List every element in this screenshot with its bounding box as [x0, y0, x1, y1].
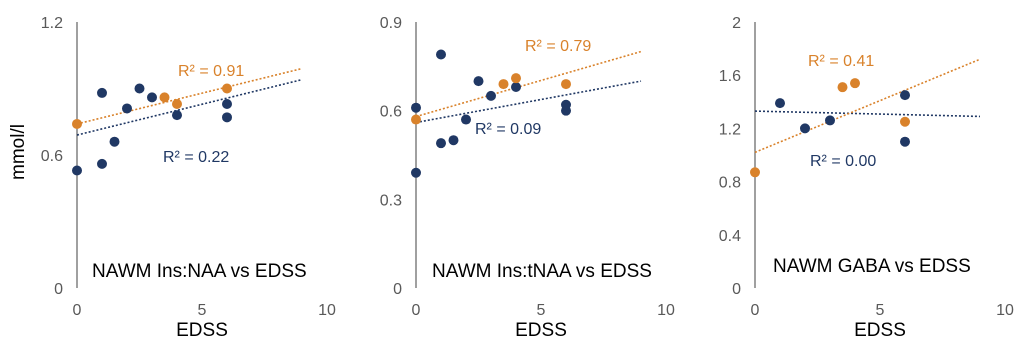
- data-point-navy: [486, 90, 496, 101]
- data-point-navy: [448, 135, 459, 146]
- y-tick-label: 1.2: [41, 15, 63, 32]
- y-tick-label: 0.9: [380, 15, 402, 32]
- chart-title: NAWM Ins:NAA vs EDSS: [92, 261, 307, 282]
- data-point-navy: [900, 136, 910, 147]
- data-point-navy: [411, 167, 421, 178]
- data-point-orange: [172, 99, 182, 110]
- y-tick-label: 0: [393, 281, 402, 298]
- y-tick-label: 0: [732, 281, 741, 298]
- r2-label-orange: R² = 0.91: [178, 63, 244, 80]
- x-tick-label: 10: [996, 302, 1014, 319]
- data-point-orange: [900, 116, 910, 127]
- x-tick-label: 0: [751, 302, 760, 319]
- data-point-navy: [109, 136, 120, 147]
- chart-title: NAWM Ins:tNAA vs EDSS: [432, 261, 652, 282]
- data-point-navy: [561, 105, 571, 116]
- chart-panel-gaba: 0 0.4 0.8 1.2 1.6 2 0 5 10 NAWM GABA vs EDSS EDS…: [719, 15, 1014, 341]
- panel-3-marks: 0 0.4 0.8 1.2 1.6 2 0 5 10: [719, 15, 1014, 319]
- chart-panel-ins-tnaa: 0 0.3 0.6 0.9 0 5 10 NAWM Ins:tNAA vs EDSS EDS…: [380, 15, 675, 341]
- data-point-navy: [134, 83, 145, 94]
- y-tick-label: 0.4: [719, 228, 741, 245]
- data-point-navy: [900, 90, 910, 101]
- trendline-navy: [754, 110, 981, 118]
- trendline-orange: [415, 50, 642, 118]
- trendline-navy: [415, 80, 642, 124]
- y-tick-label: 0.6: [380, 104, 402, 121]
- data-point-navy: [461, 114, 471, 125]
- r2-label-navy: R² = 0.00: [810, 153, 876, 170]
- y-tick-label: 0: [54, 281, 63, 298]
- data-point-navy: [473, 76, 484, 87]
- y-tick-label: 0.6: [41, 148, 63, 165]
- data-point-orange: [159, 92, 170, 103]
- data-point-navy: [825, 115, 835, 126]
- data-point-orange: [850, 78, 860, 89]
- data-point-navy: [222, 99, 232, 110]
- data-point-navy: [800, 123, 810, 134]
- trendline-orange: [76, 67, 303, 125]
- data-point-navy: [97, 158, 107, 169]
- x-tick-label: 5: [876, 302, 885, 319]
- x-tick-label: 10: [657, 302, 675, 319]
- y-tick-label: 1.2: [719, 121, 741, 138]
- y-tick-label: 0.8: [719, 175, 741, 192]
- data-point-navy: [222, 112, 232, 123]
- data-point-orange: [411, 114, 421, 125]
- data-point-orange: [511, 73, 521, 84]
- r2-label-navy: R² = 0.09: [475, 121, 541, 138]
- y-axis-label: mmol/l: [8, 124, 29, 180]
- r2-label-orange: R² = 0.79: [525, 38, 591, 55]
- chart-panel-ins-naa: 00.61.20 5 10 mmol/l NAWM Ins:NAA vs EDSS …: [8, 15, 336, 341]
- x-tick-label: 5: [198, 302, 207, 319]
- r2-label-navy: R² = 0.22: [163, 149, 229, 166]
- x-tick-label: 0: [73, 302, 82, 319]
- panel-1-marks: 0 0.6 1.2 0 5 10: [41, 15, 336, 319]
- data-point-orange: [498, 79, 509, 90]
- data-point-navy: [97, 87, 107, 98]
- data-point-navy: [122, 103, 132, 114]
- data-point-orange: [72, 118, 82, 129]
- panel-2-marks: 0 0.3 0.6 0.9 0 5 10: [380, 15, 675, 319]
- data-point-orange: [561, 79, 571, 90]
- data-point-navy: [411, 102, 421, 113]
- y-tick-label: 1.6: [719, 68, 741, 85]
- r2-label-orange: R² = 0.41: [808, 53, 874, 70]
- y-tick-label: 2: [732, 15, 741, 32]
- x-axis-label: EDSS: [515, 320, 567, 341]
- data-point-navy: [147, 92, 157, 103]
- x-axis-label: EDSS: [176, 320, 228, 341]
- chart-title: NAWM GABA vs EDSS: [773, 256, 971, 277]
- y-tick-label: 0.3: [380, 192, 402, 209]
- data-point-navy: [436, 49, 446, 60]
- data-point-navy: [172, 110, 182, 121]
- trendline-orange: [754, 58, 981, 154]
- x-tick-label: 10: [318, 302, 336, 319]
- data-point-navy: [511, 82, 521, 93]
- x-tick-label: 5: [537, 302, 546, 319]
- data-point-orange: [222, 83, 232, 94]
- x-axis-label: EDSS: [854, 320, 906, 341]
- data-point-orange: [750, 167, 760, 178]
- x-tick-label: 0: [412, 302, 421, 319]
- data-point-orange: [837, 82, 848, 93]
- data-point-navy: [72, 165, 82, 176]
- trendline-navy: [76, 78, 303, 136]
- data-point-navy: [775, 98, 785, 109]
- data-point-navy: [436, 138, 446, 149]
